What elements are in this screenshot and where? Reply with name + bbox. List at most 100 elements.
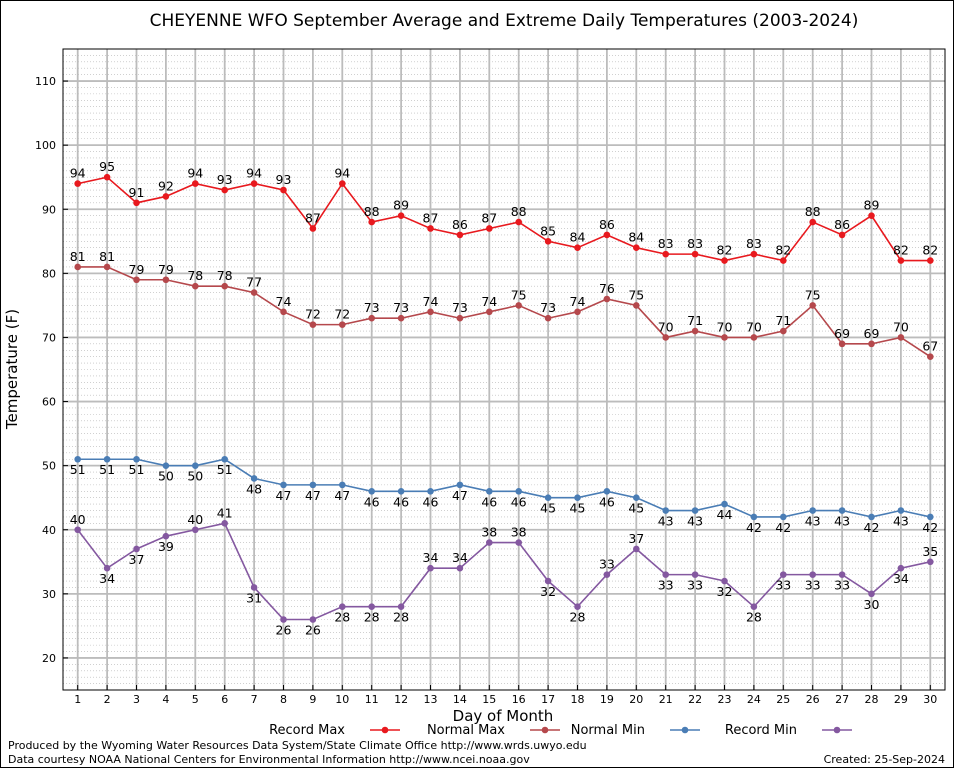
data-point <box>721 577 728 585</box>
x-tick-label: 24 <box>747 693 761 706</box>
data-label: 37 <box>628 531 644 546</box>
data-point <box>397 314 405 322</box>
data-point <box>486 539 493 546</box>
data-point <box>721 500 728 508</box>
data-label: 74 <box>481 294 497 309</box>
x-tick-label: 29 <box>894 693 908 706</box>
legend-label: Normal Max <box>427 723 505 738</box>
data-label: 51 <box>99 462 115 477</box>
data-label: 92 <box>158 178 174 193</box>
data-label: 84 <box>570 230 586 245</box>
data-label: 45 <box>570 501 586 516</box>
y-tick-label: 100 <box>35 139 56 152</box>
data-point <box>368 314 376 322</box>
data-point <box>691 571 699 578</box>
data-label: 78 <box>217 268 233 283</box>
data-point <box>750 603 758 610</box>
data-label: 94 <box>246 166 262 181</box>
footer-courtesy: Data courtesy NOAA National Centers for … <box>8 753 530 766</box>
legend-item: Record Max <box>269 723 400 738</box>
x-tick-label: 4 <box>162 693 169 706</box>
data-point <box>603 571 611 578</box>
data-label: 78 <box>187 268 203 283</box>
data-label: 94 <box>334 166 350 181</box>
data-point <box>515 218 522 226</box>
data-label: 51 <box>217 462 233 477</box>
data-label: 70 <box>746 319 762 334</box>
data-point <box>280 616 287 623</box>
data-label: 43 <box>805 514 821 529</box>
data-point <box>368 218 376 226</box>
data-label: 46 <box>511 494 527 509</box>
series-line <box>77 176 931 262</box>
data-point <box>133 545 140 553</box>
data-label: 82 <box>922 243 938 258</box>
x-tick-label: 3 <box>133 693 140 706</box>
data-point <box>280 481 287 489</box>
data-point <box>662 571 669 578</box>
data-label: 93 <box>276 172 292 187</box>
x-tick-label: 14 <box>453 693 467 706</box>
x-tick-label: 26 <box>806 693 820 706</box>
grid <box>63 48 945 691</box>
x-axis-label: Day of Month <box>453 707 554 725</box>
data-point <box>397 603 405 610</box>
data-label: 42 <box>775 520 791 535</box>
data-point <box>427 564 434 572</box>
data-label: 26 <box>276 622 292 637</box>
data-label: 72 <box>305 307 321 322</box>
data-point <box>603 295 611 303</box>
data-label: 81 <box>99 249 115 264</box>
data-label: 41 <box>217 505 233 520</box>
x-tick-label: 18 <box>571 693 585 706</box>
data-series: 94 95 91 92 94 93 94 93 87 94 88 89 87 86 87 88 85 84 86 84… <box>70 159 939 637</box>
data-label: 69 <box>834 326 850 341</box>
footer-created: Created: 25-Sep-2024 <box>824 753 945 766</box>
data-point <box>368 487 376 495</box>
data-point <box>838 231 846 239</box>
data-label: 88 <box>364 204 380 219</box>
data-label: 73 <box>540 300 556 315</box>
data-point <box>662 334 669 341</box>
data-label: 34 <box>452 550 468 565</box>
series-line <box>77 522 931 621</box>
data-point <box>662 250 669 258</box>
data-label: 43 <box>687 514 703 529</box>
data-label: 40 <box>187 512 203 527</box>
data-point <box>897 564 905 572</box>
data-label: 42 <box>864 520 880 535</box>
data-label: 75 <box>511 287 527 302</box>
data-label: 81 <box>70 249 86 264</box>
data-label: 26 <box>305 622 321 637</box>
data-point <box>309 225 317 232</box>
x-tick-label: 12 <box>394 693 408 706</box>
y-tick-label: 110 <box>35 75 56 88</box>
data-label: 28 <box>393 610 409 625</box>
data-point <box>897 257 905 264</box>
x-tick-label: 7 <box>251 693 258 706</box>
data-point <box>838 340 846 348</box>
data-point <box>809 571 816 578</box>
data-label: 73 <box>364 300 380 315</box>
data-point <box>691 327 699 335</box>
data-point <box>397 487 405 495</box>
data-label: 47 <box>452 488 468 503</box>
data-label: 82 <box>775 243 791 258</box>
data-label: 42 <box>746 520 762 535</box>
x-tick-label: 25 <box>776 693 790 706</box>
data-label: 83 <box>658 236 674 251</box>
data-label: 46 <box>393 494 409 509</box>
x-tick-label: 21 <box>659 693 673 706</box>
data-label: 75 <box>805 287 821 302</box>
data-point <box>574 308 581 316</box>
data-label: 40 <box>70 512 86 527</box>
data-point <box>280 186 287 194</box>
data-label: 46 <box>481 494 497 509</box>
data-point <box>368 603 376 610</box>
x-tick-label: 13 <box>424 693 438 706</box>
data-label: 45 <box>628 501 644 516</box>
data-point <box>691 250 699 258</box>
x-tick-label: 23 <box>718 693 732 706</box>
data-point <box>927 558 934 566</box>
